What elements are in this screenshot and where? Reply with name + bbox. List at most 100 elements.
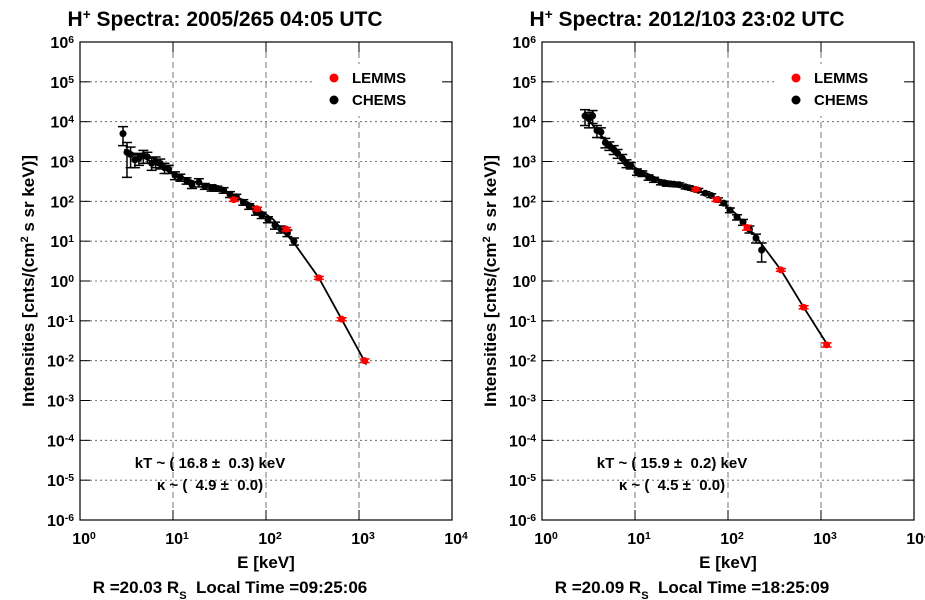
point: [589, 112, 597, 120]
point: [315, 274, 323, 282]
x-tick-label: 100: [72, 531, 96, 549]
x-tick-label: 101: [627, 531, 651, 549]
x-tick-label-part: 10: [906, 531, 924, 548]
footer-part: R =20.09 R: [555, 578, 641, 597]
footer: R =20.09 RS Local Time =18:25:09: [555, 578, 830, 600]
y-tick-label-part: 5: [68, 74, 74, 85]
annotation: κ ~ ( 4.5 ± 0.0): [619, 477, 725, 494]
x-tick-label-part: 1: [645, 531, 651, 542]
x-tick-label: 104: [906, 531, 925, 549]
x-tick-label-part: 3: [369, 531, 375, 542]
y-tick-label-part: 1: [68, 234, 74, 245]
y-tick-label-part: 3: [530, 154, 536, 165]
y-tick-label-part: 10: [47, 354, 65, 371]
y-tick-label-part: 10: [512, 155, 530, 172]
point: [361, 357, 369, 365]
x-tick-label: 100: [534, 531, 558, 549]
point: [176, 173, 184, 181]
chart-title-part: +: [83, 7, 91, 22]
y-tick-label-part: 10: [512, 115, 530, 132]
y-tick-label-part: 3: [68, 154, 74, 165]
footer-part: S: [641, 590, 648, 600]
point: [682, 183, 690, 191]
chart-title: H+ Spectra: 2012/103 23:02 UTC: [530, 7, 845, 32]
x-tick-label-part: 3: [831, 531, 837, 542]
y-tick-label: 10-2: [509, 353, 536, 371]
y-tick-label: 10-3: [47, 393, 74, 411]
y-axis-label-part: 2: [19, 236, 31, 242]
footer-part: Local Time =09:25:06: [187, 578, 368, 597]
point: [195, 178, 203, 186]
y-tick-label: 10-5: [509, 473, 536, 491]
point: [338, 315, 346, 323]
point: [758, 246, 766, 254]
y-tick-label: 104: [50, 114, 74, 131]
point: [264, 215, 272, 223]
y-tick-label-part: 10: [50, 75, 68, 92]
y-tick-label-part: 10: [47, 314, 65, 331]
footer-part: S: [179, 590, 186, 600]
y-tick-label: 103: [50, 154, 74, 172]
y-tick-label-part: -5: [65, 473, 74, 484]
y-tick-label-part: 10: [47, 433, 65, 450]
y-tick-label: 102: [512, 194, 536, 212]
point: [638, 169, 646, 177]
y-tick-label-part: 10: [509, 433, 527, 450]
y-tick-label-part: -1: [527, 313, 536, 324]
point: [290, 237, 298, 245]
plot-frame: [541, 41, 915, 521]
y-tick-label-part: 6: [530, 35, 536, 46]
legend-label: CHEMS: [352, 92, 406, 109]
y-tick-label: 104: [512, 114, 536, 131]
y-tick-label: 10-3: [509, 393, 536, 411]
y-tick-label-part: 0: [530, 274, 536, 285]
point: [633, 168, 641, 176]
point: [271, 221, 279, 229]
x-tick-label-part: 10: [627, 531, 645, 548]
x-tick-label: 102: [720, 531, 744, 549]
x-tick-label-part: 10: [534, 531, 552, 548]
y-tick-label-part: 10: [512, 194, 530, 211]
point: [726, 206, 734, 214]
x-tick-label-part: 0: [90, 531, 96, 542]
y-tick-label-part: 10: [512, 35, 530, 52]
footer-part: R =20.03 R: [93, 578, 179, 597]
point: [645, 173, 653, 181]
y-tick-label-part: 0: [68, 274, 74, 285]
legend-marker: [329, 73, 339, 83]
x-tick-label: 102: [258, 531, 282, 549]
point: [657, 178, 665, 186]
y-tick-label: 102: [50, 194, 74, 212]
y-tick-label-part: 10: [509, 513, 527, 530]
y-tick-label-part: -3: [527, 393, 536, 404]
y-tick-label-part: -1: [65, 313, 74, 324]
x-tick-label-part: 1: [183, 531, 189, 542]
y-tick-label-part: 4: [530, 114, 536, 125]
point: [627, 161, 635, 169]
legend-box: [774, 64, 904, 116]
y-tick-label-part: -6: [65, 513, 74, 524]
legend-label: LEMMS: [814, 70, 868, 87]
legend-box: [312, 64, 442, 116]
x-tick-label-part: 4: [462, 531, 468, 542]
x-tick-label-part: 10: [165, 531, 183, 548]
y-tick-label: 105: [50, 74, 74, 92]
x-axis-label: E [keV]: [699, 553, 757, 572]
footer: R =20.03 RS Local Time =09:25:06: [93, 578, 368, 600]
y-tick-label-part: 10: [512, 75, 530, 92]
y-tick-label-part: 5: [530, 74, 536, 85]
y-tick-label: 10-4: [47, 433, 74, 451]
point: [201, 182, 209, 190]
point: [743, 224, 751, 232]
point: [752, 234, 760, 242]
point: [675, 181, 683, 189]
fit-line: [585, 116, 830, 347]
y-tick-label: 10-4: [509, 433, 536, 451]
y-tick-label-part: 10: [50, 234, 68, 251]
y-tick-label: 10-1: [509, 313, 536, 331]
annotation: kT ~ ( 15.9 ± 0.2) keV: [597, 455, 747, 472]
y-tick-label-part: 10: [47, 473, 65, 490]
y-tick-label-part: 10: [47, 513, 65, 530]
y-tick-label-part: -2: [527, 353, 536, 364]
